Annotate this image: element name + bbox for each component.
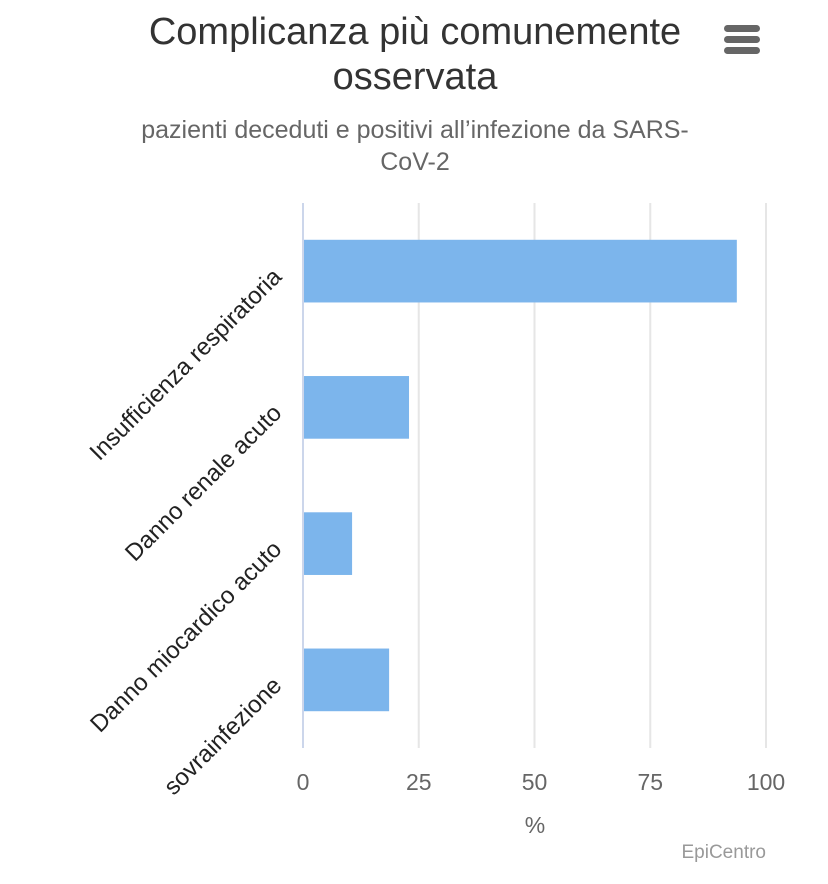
- x-axis-title: %: [525, 812, 545, 838]
- bar-series: [304, 239, 737, 712]
- bar[interactable]: [304, 376, 410, 439]
- bar[interactable]: [304, 239, 737, 303]
- bar[interactable]: [304, 512, 353, 575]
- chart-subtitle: pazienti deceduti e positivi all’infezio…: [141, 116, 689, 176]
- bar[interactable]: [304, 648, 390, 712]
- x-tick-label: 0: [297, 769, 310, 795]
- x-tick-label: 75: [637, 769, 663, 795]
- category-label: sovrainfezione: [159, 672, 288, 801]
- x-tick-label: 100: [747, 769, 785, 795]
- chart-title: Complicanza più comunemente osservata: [148, 11, 682, 98]
- x-axis-tick-labels: 0 25 50 75 100: [297, 769, 786, 795]
- x-tick-label: 25: [406, 769, 432, 795]
- chart-menu-button[interactable]: [722, 22, 762, 56]
- credits-link[interactable]: EpiCentro: [682, 842, 767, 863]
- x-tick-label: 50: [522, 769, 548, 795]
